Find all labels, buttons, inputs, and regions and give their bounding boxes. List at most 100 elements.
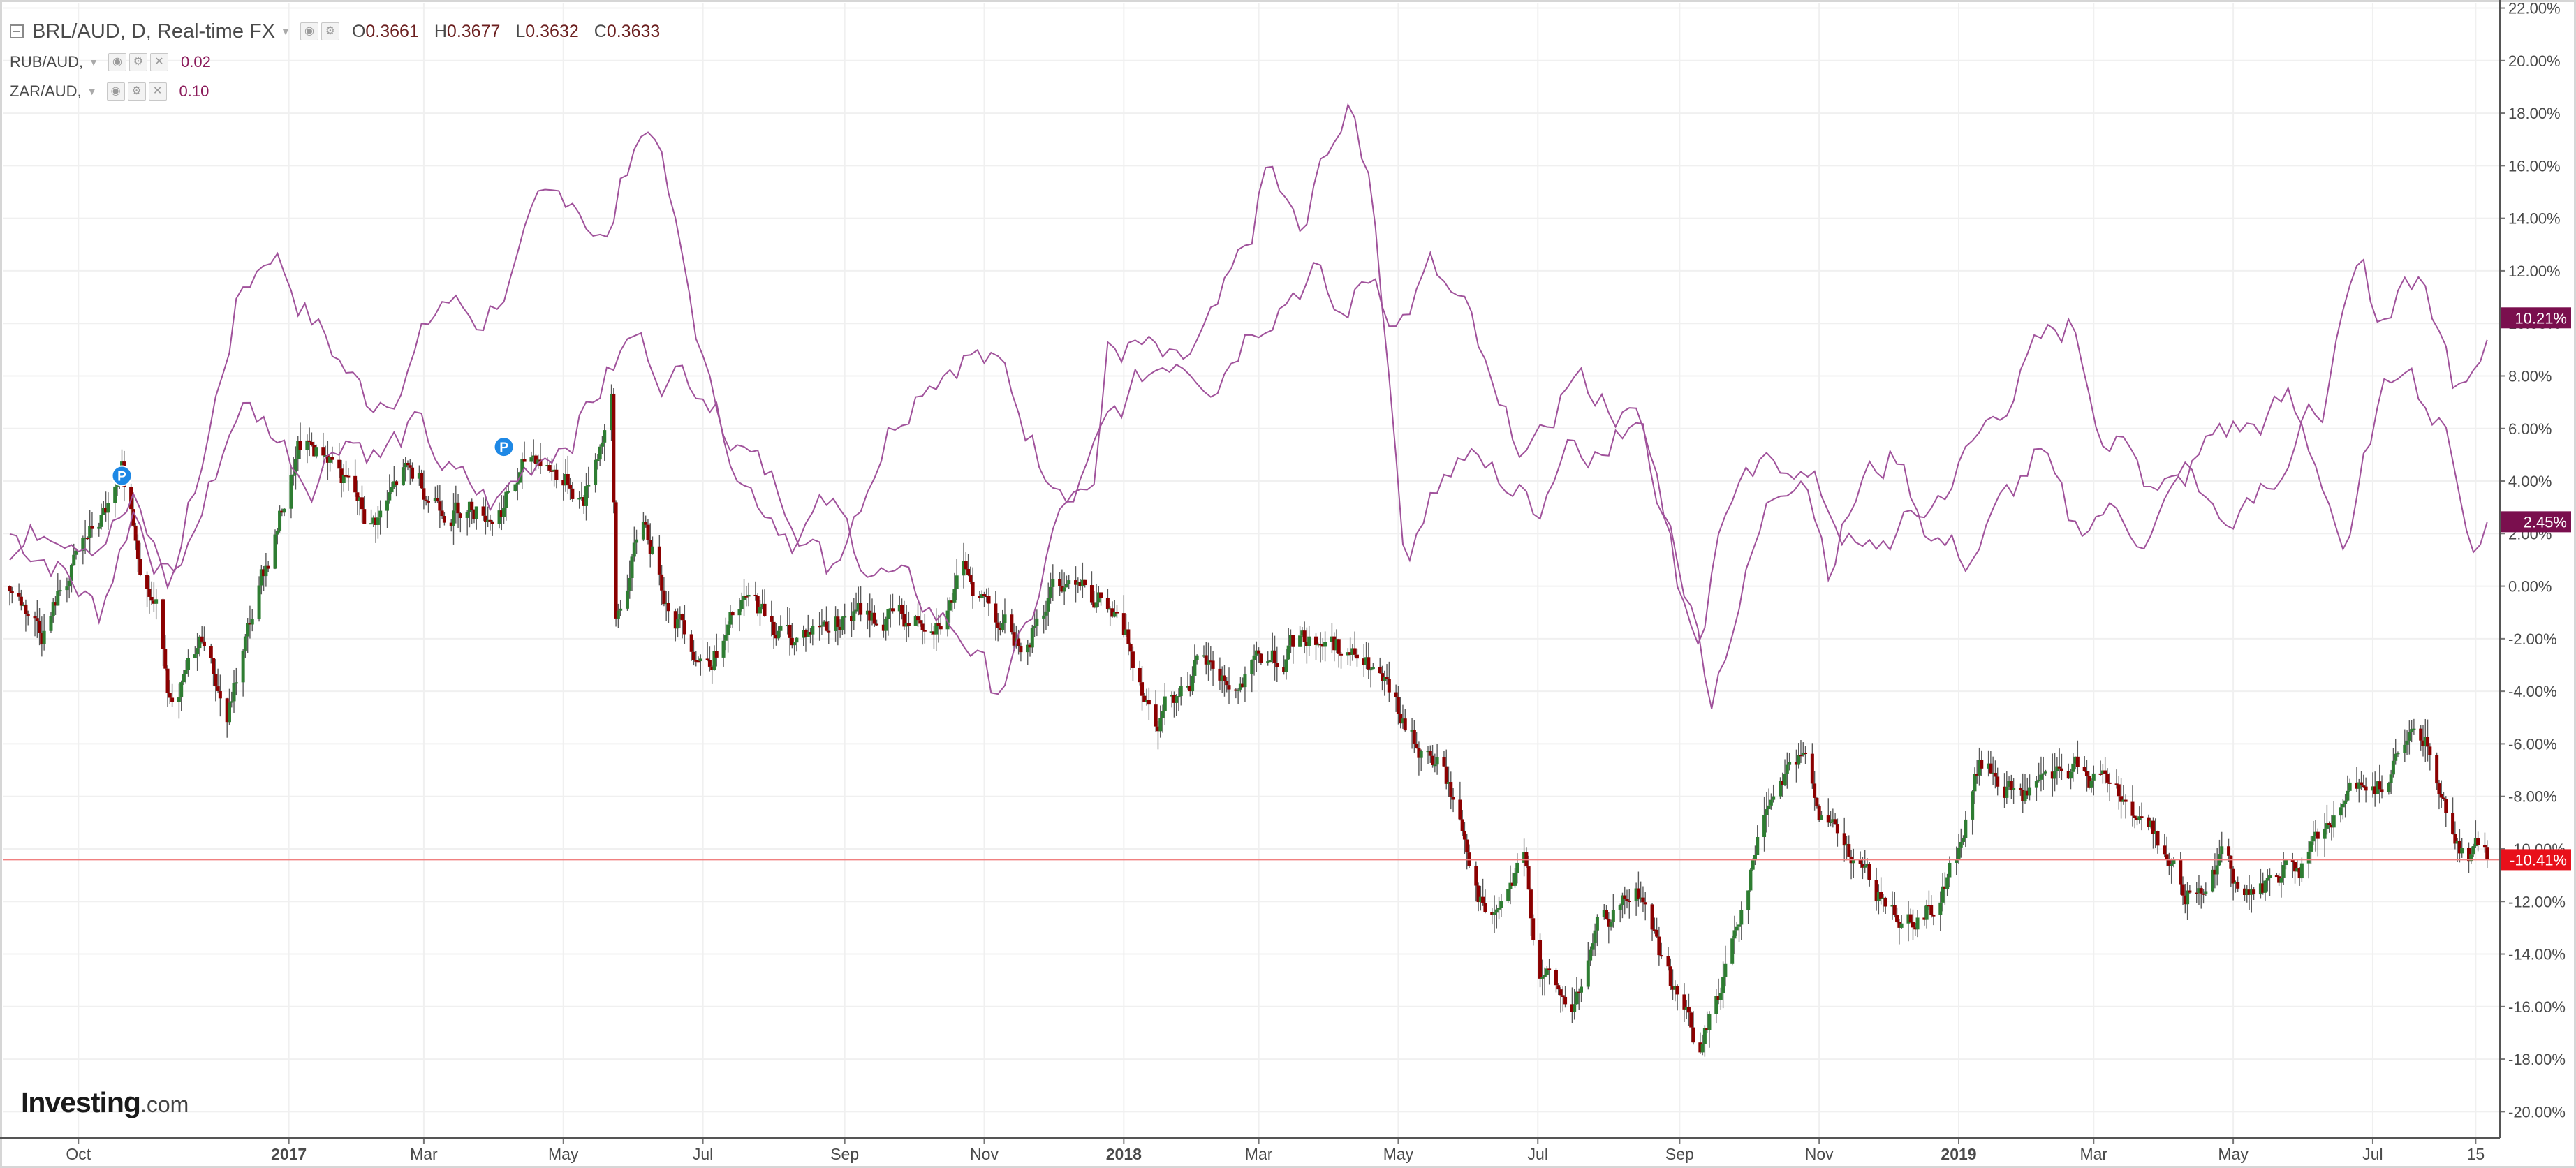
candle-body [2069,771,2073,779]
candle-body [1964,819,1968,838]
pin-marker-icon [493,436,515,458]
candle-body [1815,797,1819,806]
candle-body [1593,930,1597,944]
candle-body [689,634,693,652]
candle-body [470,501,474,510]
candle-body [1929,905,1934,915]
candle-body [1641,897,1645,903]
annotation-pin[interactable]: P [111,465,133,487]
candle-body [1924,905,1929,920]
candle-body [2167,859,2171,866]
candle-body [614,502,618,619]
eye-icon[interactable]: ◉ [108,53,126,71]
collapse-toggle-icon[interactable] [10,24,24,38]
candle-body [1435,757,1439,765]
candle-body [1209,660,1213,663]
close-icon[interactable]: ✕ [149,53,168,71]
chevron-down-icon[interactable]: ▼ [89,57,98,68]
candle-body [1945,877,1950,889]
candle-body [1451,797,1455,800]
candle-body [1042,615,1046,619]
candle-body [1602,910,1606,917]
y-tick-label: 16.00% [2508,157,2561,175]
candle-body [273,534,277,569]
candle-body [1193,660,1197,676]
settings-icon[interactable]: ⚙ [321,22,339,40]
annotation-pin[interactable]: P [493,436,515,458]
candle-body [163,649,168,669]
candle-body [746,594,751,597]
candle-body [1019,646,1023,653]
candle-body [1794,762,1798,765]
candle-body [1657,936,1661,956]
settings-icon[interactable]: ⚙ [128,53,147,71]
candle-body [875,623,879,626]
candle-body [1243,674,1247,688]
candle-body [67,580,71,587]
candle-body [1099,592,1103,598]
candle-body [1735,926,1739,931]
chart-legend: BRL/AUD, D, Real-time FX ▼ ◉ ⚙ O0.3661 H… [10,15,660,106]
candle-body [2482,845,2487,848]
candle-body [1426,751,1430,753]
pin-label: P [117,470,126,485]
candle-body [2327,823,2332,825]
candle-body [90,526,94,529]
candle-body [1700,1044,1705,1053]
candle-body [1666,956,1670,967]
candle-body [1971,791,1975,820]
candle-body [1428,751,1432,756]
x-tick-label: 2017 [271,1145,307,1163]
candle-body [2202,893,2206,895]
candle-body [1156,726,1160,732]
candle-body [2186,890,2190,905]
candle-body [1419,751,1423,758]
chevron-down-icon[interactable]: ▼ [87,86,97,97]
eye-icon[interactable]: ◉ [300,22,318,40]
candle-body [1783,774,1787,785]
candle-body [74,550,78,555]
candle-body [209,646,213,658]
investing-logo[interactable]: Investing.com [21,1086,189,1119]
candle-body [1207,660,1211,665]
chevron-down-icon[interactable]: ▼ [281,26,290,37]
candle-body [1611,910,1615,922]
candle-body [168,693,172,698]
candle-body [133,525,138,541]
candle-body [676,619,680,629]
candle-body [2204,891,2208,894]
candle-body [1746,890,1751,910]
candle-body [1433,764,1437,767]
candle-body [1801,753,1805,755]
candle-body [323,455,327,457]
candle-body [641,522,645,540]
settings-icon[interactable]: ⚙ [127,82,146,101]
candle-body [1170,695,1174,697]
candle-body [2247,889,2251,895]
candle-body [1298,635,1302,647]
close-icon[interactable]: ✕ [148,82,167,101]
candle-body [1250,660,1254,674]
candle-body [2242,888,2246,895]
candle-body [2034,781,2038,788]
eye-icon[interactable]: ◉ [106,82,125,101]
main-series-row: BRL/AUD, D, Real-time FX ▼ ◉ ⚙ O0.3661 H… [10,15,660,47]
candle-body [2281,865,2286,878]
candle-body [2277,876,2281,883]
pin-label: P [499,441,508,455]
candle-body [705,658,709,660]
candle-body [742,596,746,600]
candle-body [2295,868,2299,872]
candle-body [2467,848,2471,862]
candle-body [2183,895,2187,905]
candle-body [1756,837,1760,855]
candle-body [952,589,957,603]
candle-body [1876,892,1881,901]
ohlc-value: 0.3633 [606,21,661,41]
candle-body [1996,776,2000,787]
candle-body [1385,677,1389,679]
candle-body [1275,663,1279,667]
candle-body [1977,760,1981,776]
candle-body [660,574,664,591]
